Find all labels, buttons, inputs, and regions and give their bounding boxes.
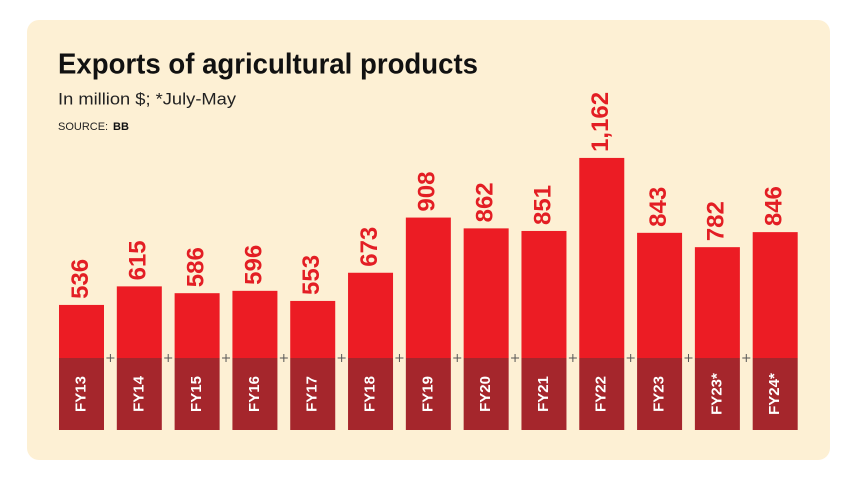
category-box bbox=[694, 358, 740, 430]
bar bbox=[463, 228, 509, 358]
category-box bbox=[405, 358, 451, 430]
category-box bbox=[579, 358, 625, 430]
bar bbox=[637, 232, 683, 358]
value-label: 843 bbox=[645, 187, 672, 227]
bar bbox=[521, 230, 567, 358]
x-tick-label: FY20 bbox=[477, 376, 494, 412]
value-label: 596 bbox=[240, 245, 267, 285]
chart-subtitle: In million $; *July-May bbox=[58, 89, 237, 108]
x-tick-label: FY24* bbox=[766, 373, 783, 415]
source: BB bbox=[113, 121, 129, 133]
x-tick-label: FY13 bbox=[72, 376, 89, 412]
x-tick-label: FY21 bbox=[535, 376, 552, 412]
value-label: 862 bbox=[471, 182, 498, 222]
x-tick-label: FY14 bbox=[130, 375, 147, 412]
bar bbox=[694, 247, 740, 358]
bar bbox=[348, 272, 394, 358]
bar bbox=[116, 286, 162, 358]
chart-title: Exports of agricultural products bbox=[58, 49, 478, 81]
value-label: 586 bbox=[182, 247, 209, 287]
value-label: 553 bbox=[298, 255, 325, 295]
x-tick-label: FY22 bbox=[593, 376, 610, 412]
source-label: SOURCE: bbox=[58, 121, 108, 133]
category-box bbox=[521, 358, 567, 430]
category-box bbox=[116, 358, 162, 430]
bar bbox=[59, 304, 104, 358]
bar bbox=[579, 157, 625, 358]
bar bbox=[290, 300, 336, 358]
x-tick-label: FY23* bbox=[708, 373, 725, 415]
x-tick-label: FY23 bbox=[651, 376, 668, 412]
value-label: 846 bbox=[761, 186, 788, 226]
x-tick-label: FY17 bbox=[304, 376, 321, 412]
x-tick-label: FY15 bbox=[188, 376, 205, 412]
category-box bbox=[290, 358, 336, 430]
bar bbox=[174, 293, 220, 358]
bar bbox=[405, 217, 451, 358]
value-label: 615 bbox=[125, 240, 152, 280]
value-label: 782 bbox=[703, 201, 730, 241]
value-label: 673 bbox=[356, 227, 383, 267]
category-box bbox=[232, 358, 278, 430]
value-label: 851 bbox=[529, 185, 556, 225]
value-label: 908 bbox=[414, 172, 441, 212]
value-label: 1,162 bbox=[587, 92, 614, 152]
value-label: 536 bbox=[67, 259, 94, 299]
category-box bbox=[752, 358, 798, 430]
bar bbox=[752, 232, 798, 358]
x-tick-label: FY19 bbox=[419, 376, 436, 412]
category-box bbox=[463, 358, 509, 430]
category-box bbox=[637, 358, 683, 430]
bar bbox=[232, 290, 278, 358]
category-box bbox=[348, 358, 394, 430]
x-tick-label: FY16 bbox=[246, 376, 263, 412]
x-tick-label: FY18 bbox=[362, 376, 379, 412]
category-box bbox=[59, 358, 104, 430]
category-box bbox=[174, 358, 220, 430]
